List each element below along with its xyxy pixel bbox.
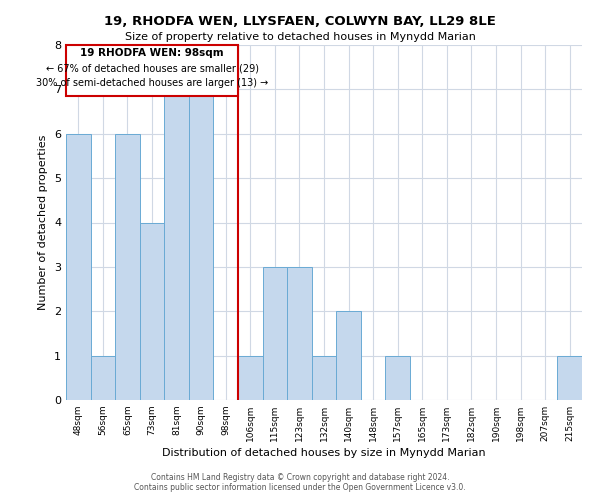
Bar (66, 134, 91, 400)
Bar (385, 356, 410, 400)
Bar (336, 311, 361, 400)
Bar (115, 134, 140, 400)
FancyBboxPatch shape (66, 45, 238, 96)
Bar (91, 356, 115, 400)
Bar (164, 90, 189, 400)
Text: Contains HM Land Registry data © Crown copyright and database right 2024.
Contai: Contains HM Land Registry data © Crown c… (134, 473, 466, 492)
X-axis label: Distribution of detached houses by size in Mynydd Marian: Distribution of detached houses by size … (162, 448, 486, 458)
Y-axis label: Number of detached properties: Number of detached properties (38, 135, 49, 310)
Text: 30% of semi-detached houses are larger (13) →: 30% of semi-detached houses are larger (… (36, 78, 268, 88)
Text: 19, RHODFA WEN, LLYSFAEN, COLWYN BAY, LL29 8LE: 19, RHODFA WEN, LLYSFAEN, COLWYN BAY, LL… (104, 15, 496, 28)
Bar (557, 356, 582, 400)
Bar (263, 267, 287, 400)
Text: ← 67% of detached houses are smaller (29): ← 67% of detached houses are smaller (29… (46, 64, 259, 74)
Bar (238, 356, 263, 400)
Bar (189, 90, 214, 400)
Text: Size of property relative to detached houses in Mynydd Marian: Size of property relative to detached ho… (125, 32, 475, 42)
Text: 19 RHODFA WEN: 98sqm: 19 RHODFA WEN: 98sqm (80, 48, 224, 58)
Bar (140, 222, 164, 400)
Bar (287, 267, 312, 400)
Bar (312, 356, 336, 400)
